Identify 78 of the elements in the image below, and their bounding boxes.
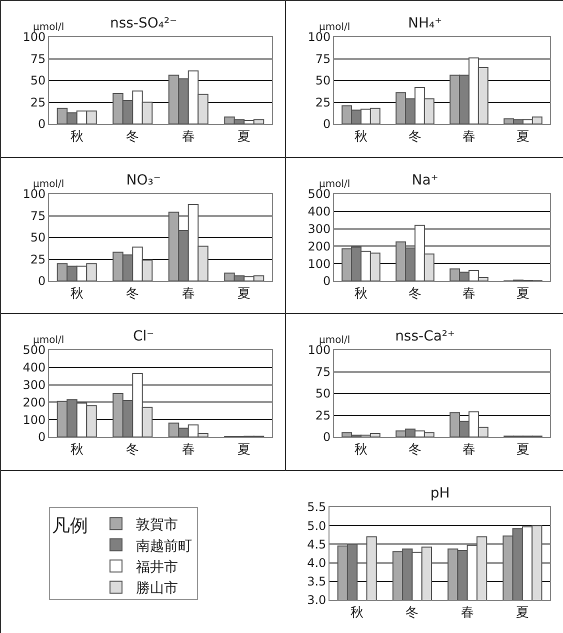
y-axis-title: μmol/l [33,22,64,33]
y-tick-label: 100 [308,256,331,271]
chart-title: nss-SO₄²⁻ [110,16,178,32]
y-tick-label: 25 [30,95,46,110]
x-tick-label: 春 [182,286,195,302]
y-tick-label: 50 [315,386,331,401]
y-axis-title: μmol/l [33,179,64,190]
legend-label: 敦賀市 [136,517,178,534]
x-tick-label: 春 [462,286,476,302]
x-tick-label: 夏 [516,130,530,145]
y-tick-label: 3.0 [307,593,326,608]
y-axis-title: μmol/l [319,179,350,190]
x-tick-label: 夏 [516,606,529,621]
x-tick-label: 冬 [406,606,419,621]
y-tick-label: 5.5 [307,500,326,514]
x-tick-label: 春 [182,442,195,458]
x-tick-label: 夏 [516,442,530,458]
chart-title: nss-Ca²⁺ [395,328,455,345]
x-tick-label: 春 [462,130,476,145]
y-tick-label: 400 [308,204,331,219]
y-tick-label: 75 [315,364,331,379]
x-tick-label: 秋 [354,286,368,302]
y-tick-label: 0 [322,117,331,132]
legend-label: 勝山市 [136,580,178,597]
y-tick-label: 75 [315,52,331,66]
x-tick-label: 夏 [516,286,530,302]
y-tick-label: 25 [315,95,331,110]
y-tick-label: 100 [22,412,46,427]
chart-title: pH [430,486,450,502]
y-tick-label: 4.5 [307,537,326,552]
y-tick-label: 400 [22,360,46,375]
x-tick-label: 秋 [354,442,368,458]
y-tick-label: 75 [30,208,46,223]
y-tick-label: 0 [322,430,331,444]
y-tick-label: 0 [322,274,331,288]
x-tick-label: 冬 [126,286,140,302]
y-tick-label: 50 [30,74,46,88]
legend-title: 凡例 [52,515,88,536]
y-tick-label: 50 [315,74,331,88]
x-tick-label: 冬 [126,442,140,458]
y-axis-title: μmol/l [319,22,350,33]
y-tick-label: 3.5 [307,574,326,589]
x-tick-label: 春 [460,606,474,621]
chart-title: Na⁺ [412,172,438,189]
x-tick-label: 秋 [70,286,84,302]
legend-label: 南越前町 [136,538,192,554]
y-tick-label: 25 [30,252,46,266]
y-tick-label: 300 [22,378,46,392]
y-tick-label: 50 [30,230,46,245]
y-tick-label: 25 [315,408,331,422]
x-tick-label: 秋 [350,606,364,621]
x-tick-label: 秋 [354,130,368,145]
chart-title: NO₃⁻ [126,172,161,189]
x-tick-label: 冬 [126,130,140,145]
y-tick-label: 0 [38,430,46,444]
x-tick-label: 冬 [408,442,422,458]
chart-title: NH₄⁺ [408,16,442,32]
legend-label: 福井市 [136,559,178,576]
x-tick-label: 春 [182,130,195,145]
y-tick-label: 200 [22,395,46,410]
y-tick-label: 300 [308,222,331,236]
y-tick-label: 75 [30,52,46,66]
y-tick-label: 4.0 [307,556,326,570]
x-tick-label: 秋 [70,130,84,145]
y-tick-label: 5.0 [307,518,326,533]
y-tick-label: 0 [38,274,46,288]
y-axis-title: μmol/l [33,335,64,346]
x-tick-label: 春 [462,442,476,458]
y-axis-title: μmol/l [319,335,350,346]
x-tick-label: 冬 [408,130,422,145]
x-tick-label: 秋 [70,442,84,458]
x-tick-label: 夏 [238,442,251,458]
x-tick-label: 夏 [238,130,251,145]
chart-title: Cl⁻ [132,328,154,345]
y-tick-label: 200 [308,239,331,254]
y-tick-label: 0 [38,117,46,132]
x-tick-label: 夏 [238,286,251,302]
x-tick-label: 冬 [408,286,422,302]
